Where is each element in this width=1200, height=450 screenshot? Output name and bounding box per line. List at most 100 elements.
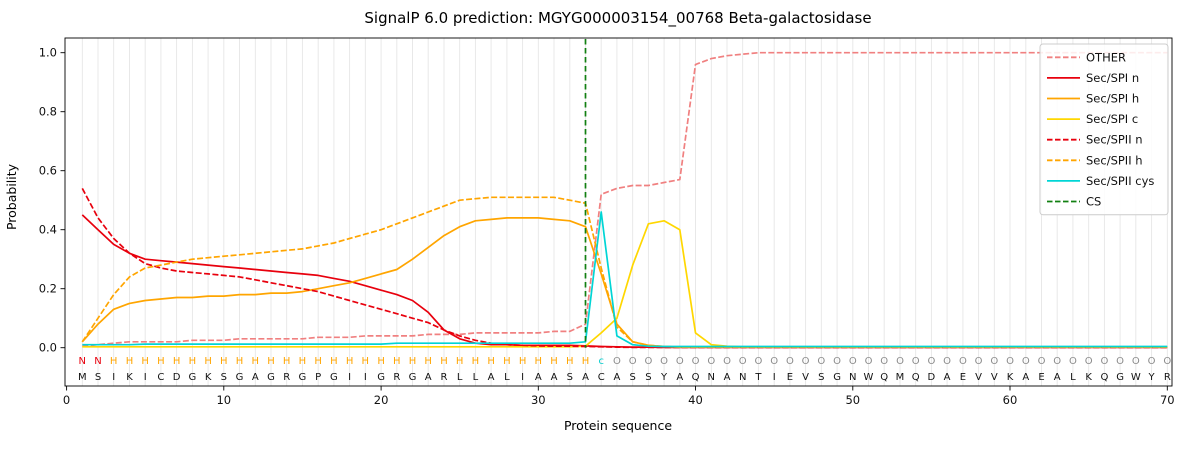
region-letter: H [566, 356, 574, 367]
sequence-letter: A [613, 372, 620, 383]
region-letter: H [440, 356, 448, 367]
sequence-letter: Y [1148, 372, 1156, 383]
sequence-letter: R [283, 372, 290, 383]
region-letter: H [283, 356, 291, 367]
region-letter: O [692, 356, 700, 367]
region-letter: O [660, 356, 668, 367]
sequence-letter: D [928, 372, 936, 383]
region-letter: O [912, 356, 920, 367]
sequence-letter: L [504, 372, 510, 383]
region-letter: O [975, 356, 983, 367]
region-letter: O [1163, 356, 1171, 367]
region-letter: O [644, 356, 652, 367]
legend-box [1039, 43, 1169, 216]
sequence-letter: K [126, 372, 133, 383]
region-letter: H [424, 356, 432, 367]
region-letter: H [503, 356, 511, 367]
x-tick-label: 0 [63, 393, 70, 407]
x-tick-label: 70 [1160, 393, 1175, 407]
region-letter: N [79, 356, 86, 367]
sequence-letter: N [739, 372, 746, 383]
series-line-sec-spi-c [82, 219, 1168, 348]
region-letter: H [236, 356, 244, 367]
y-tick-label: 1.0 [39, 46, 57, 60]
x-axis-label: Protein sequence [564, 418, 672, 433]
sequence-letter: Q [880, 372, 888, 383]
sequence-letter: C [598, 372, 605, 383]
legend-label-sec-spii-cys: Sec/SPII cys [1086, 174, 1154, 188]
sequence-letter: S [818, 372, 824, 383]
region-letter: H [314, 356, 322, 367]
sequence-letter: S [630, 372, 636, 383]
sequence-letter: A [535, 372, 542, 383]
sequence-letter: S [221, 372, 227, 383]
region-letter: H [472, 356, 480, 367]
region-letter: c [598, 356, 604, 367]
sequence-letter: A [1022, 372, 1029, 383]
region-letter: H [519, 356, 527, 367]
sequence-letter: A [944, 372, 951, 383]
sequence-letter: L [1070, 372, 1076, 383]
region-letter: O [1132, 356, 1140, 367]
sequence-letter: G [299, 372, 307, 383]
region-letter: H [456, 356, 464, 367]
sequence-letter: R [393, 372, 400, 383]
sequence-letter: R [441, 372, 448, 383]
region-letter: H [393, 356, 401, 367]
sequence-letter: W [1131, 372, 1141, 383]
region-letter: O [959, 356, 967, 367]
y-tick-label: 0.0 [39, 341, 57, 355]
region-letter: H [267, 356, 275, 367]
series-line-sec-spii-cys [82, 211, 1168, 348]
y-tick-label: 0.8 [39, 105, 57, 119]
region-letter: H [362, 356, 370, 367]
sequence-letter: P [315, 372, 321, 383]
region-letter: O [927, 356, 935, 367]
region-letter: O [770, 356, 778, 367]
sequence-letter: W [864, 372, 874, 383]
gridlines [81, 38, 1168, 386]
sequence-letter: D [173, 372, 181, 383]
region-letter: O [833, 356, 841, 367]
sequence-letter: N [708, 372, 715, 383]
region-letter: O [1116, 356, 1124, 367]
sequence-letter: C [157, 372, 164, 383]
sequence-letter: E [960, 372, 966, 383]
sequence-letter: I [144, 372, 147, 383]
region-letter: H [220, 356, 228, 367]
region-letter: O [676, 356, 684, 367]
region-letter: H [550, 356, 558, 367]
region-letter: O [1022, 356, 1030, 367]
sequence-letter: K [1085, 372, 1092, 383]
series-lines [81, 51, 1168, 349]
region-letter: O [1085, 356, 1093, 367]
legend-label-cs: CS [1086, 195, 1101, 209]
region-letter: H [110, 356, 118, 367]
sequence-letter: S [567, 372, 573, 383]
sequence-letter: N [849, 372, 856, 383]
sequence-letter: L [473, 372, 479, 383]
y-tick-label: 0.6 [39, 164, 57, 178]
y-tick-label: 0.4 [39, 223, 57, 237]
sequence-letter: A [582, 372, 589, 383]
region-letter: O [880, 356, 888, 367]
sequence-letter: V [991, 372, 998, 383]
sequence-letter: A [724, 372, 731, 383]
region-letter: O [849, 356, 857, 367]
y-tick-label: 0.2 [39, 282, 57, 296]
sequence-letter: L [457, 372, 463, 383]
region-letter: H [141, 356, 149, 367]
sequence-letter: Q [912, 372, 920, 383]
legend-label-sec-spi-n: Sec/SPI n [1086, 71, 1139, 85]
sequence-letter: G [377, 372, 385, 383]
sequence-letter: S [645, 372, 651, 383]
sequence-letter: A [252, 372, 259, 383]
region-letter: H [330, 356, 338, 367]
chart-generated-content: 0 10 20 30 40 50 60 700.00.20.40.60.81.0N N H H H H H… [39, 37, 1175, 407]
sequence-letter: G [409, 372, 417, 383]
sequence-letter: T [754, 372, 762, 383]
region-letter: H [252, 356, 260, 367]
region-letter: H [582, 356, 590, 367]
legend-label-sec-spi-h: Sec/SPI h [1086, 92, 1139, 106]
